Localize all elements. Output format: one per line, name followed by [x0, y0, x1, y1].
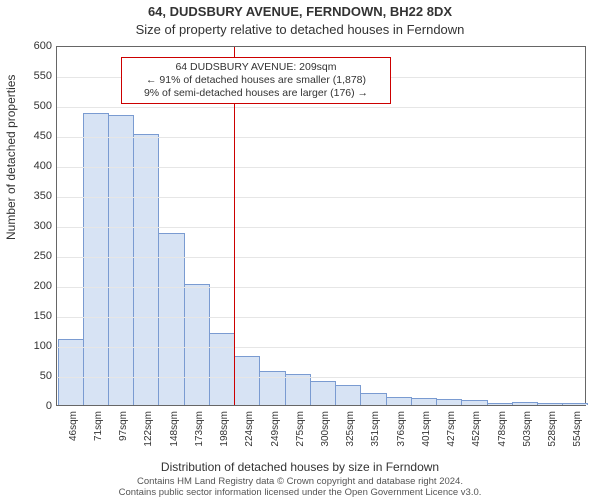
x-tick-label: 300sqm [321, 411, 331, 461]
x-tick-label: 198sqm [220, 411, 230, 461]
x-tick-label: 71sqm [94, 411, 104, 461]
y-tick-label: 100 [12, 341, 52, 352]
x-tick-label: 554sqm [573, 411, 583, 461]
x-tick-label: 148sqm [170, 411, 180, 461]
plot-area: 64 DUDSBURY AVENUE: 209sqm← 91% of detac… [56, 46, 586, 406]
histogram-bar [461, 400, 487, 405]
x-tick-label: 401sqm [422, 411, 432, 461]
gridline [57, 377, 585, 378]
y-tick-label: 250 [12, 251, 52, 262]
histogram-bar [158, 233, 184, 405]
histogram-bar [58, 339, 84, 405]
annotation-line: ← 91% of detached houses are smaller (1,… [128, 74, 384, 87]
x-tick-label: 452sqm [472, 411, 482, 461]
x-tick-label: 249sqm [271, 411, 281, 461]
x-tick-label: 351sqm [371, 411, 381, 461]
y-tick-label: 300 [12, 221, 52, 232]
x-tick-label: 122sqm [144, 411, 154, 461]
histogram-bar [512, 402, 538, 405]
y-tick-label: 150 [12, 311, 52, 322]
histogram-bar [209, 333, 235, 405]
gridline [57, 317, 585, 318]
y-tick-label: 450 [12, 131, 52, 142]
attribution-footer: Contains HM Land Registry data © Crown c… [0, 476, 600, 498]
histogram-bar [335, 385, 361, 405]
gridline [57, 107, 585, 108]
histogram-bar [234, 356, 260, 405]
histogram-bar [537, 403, 563, 405]
histogram-bar [360, 393, 386, 405]
x-tick-label: 325sqm [346, 411, 356, 461]
y-tick-label: 50 [12, 371, 52, 382]
histogram-bar [133, 134, 159, 405]
y-tick-label: 550 [12, 71, 52, 82]
gridline [57, 227, 585, 228]
annotation-line: 9% of semi-detached houses are larger (1… [128, 87, 384, 100]
figure: 64, DUDSBURY AVENUE, FERNDOWN, BH22 8DX … [0, 0, 600, 500]
histogram-bar [436, 399, 462, 405]
gridline [57, 347, 585, 348]
gridline [57, 257, 585, 258]
histogram-bar [184, 284, 210, 405]
gridline [57, 287, 585, 288]
title-line-2: Size of property relative to detached ho… [0, 22, 600, 37]
histogram-bar [108, 115, 134, 405]
histogram-bar [310, 381, 336, 405]
y-tick-label: 0 [12, 401, 52, 412]
y-tick-label: 500 [12, 101, 52, 112]
y-tick-label: 350 [12, 191, 52, 202]
histogram-bar [285, 374, 311, 405]
histogram-bar [386, 397, 412, 405]
y-tick-label: 200 [12, 281, 52, 292]
gridline [57, 137, 585, 138]
y-axis-label: Number of detached properties [4, 75, 18, 240]
x-axis-label: Distribution of detached houses by size … [0, 460, 600, 474]
x-tick-label: 427sqm [447, 411, 457, 461]
y-tick-label: 400 [12, 161, 52, 172]
histogram-bar [83, 113, 109, 405]
x-tick-label: 503sqm [523, 411, 533, 461]
y-tick-label: 600 [12, 41, 52, 52]
x-tick-label: 224sqm [245, 411, 255, 461]
x-tick-label: 97sqm [119, 411, 129, 461]
histogram-bar [411, 398, 437, 405]
footer-line-1: Contains HM Land Registry data © Crown c… [0, 476, 600, 487]
annotation-box: 64 DUDSBURY AVENUE: 209sqm← 91% of detac… [121, 57, 391, 104]
x-tick-label: 528sqm [548, 411, 558, 461]
title-line-1: 64, DUDSBURY AVENUE, FERNDOWN, BH22 8DX [0, 4, 600, 19]
gridline [57, 167, 585, 168]
x-tick-label: 478sqm [498, 411, 508, 461]
gridline [57, 197, 585, 198]
x-tick-label: 376sqm [397, 411, 407, 461]
x-tick-label: 275sqm [296, 411, 306, 461]
annotation-line: 64 DUDSBURY AVENUE: 209sqm [128, 61, 384, 74]
footer-line-2: Contains public sector information licen… [0, 487, 600, 498]
histogram-bar [487, 403, 513, 405]
x-tick-label: 173sqm [195, 411, 205, 461]
x-tick-label: 46sqm [69, 411, 79, 461]
histogram-bar [562, 403, 588, 405]
